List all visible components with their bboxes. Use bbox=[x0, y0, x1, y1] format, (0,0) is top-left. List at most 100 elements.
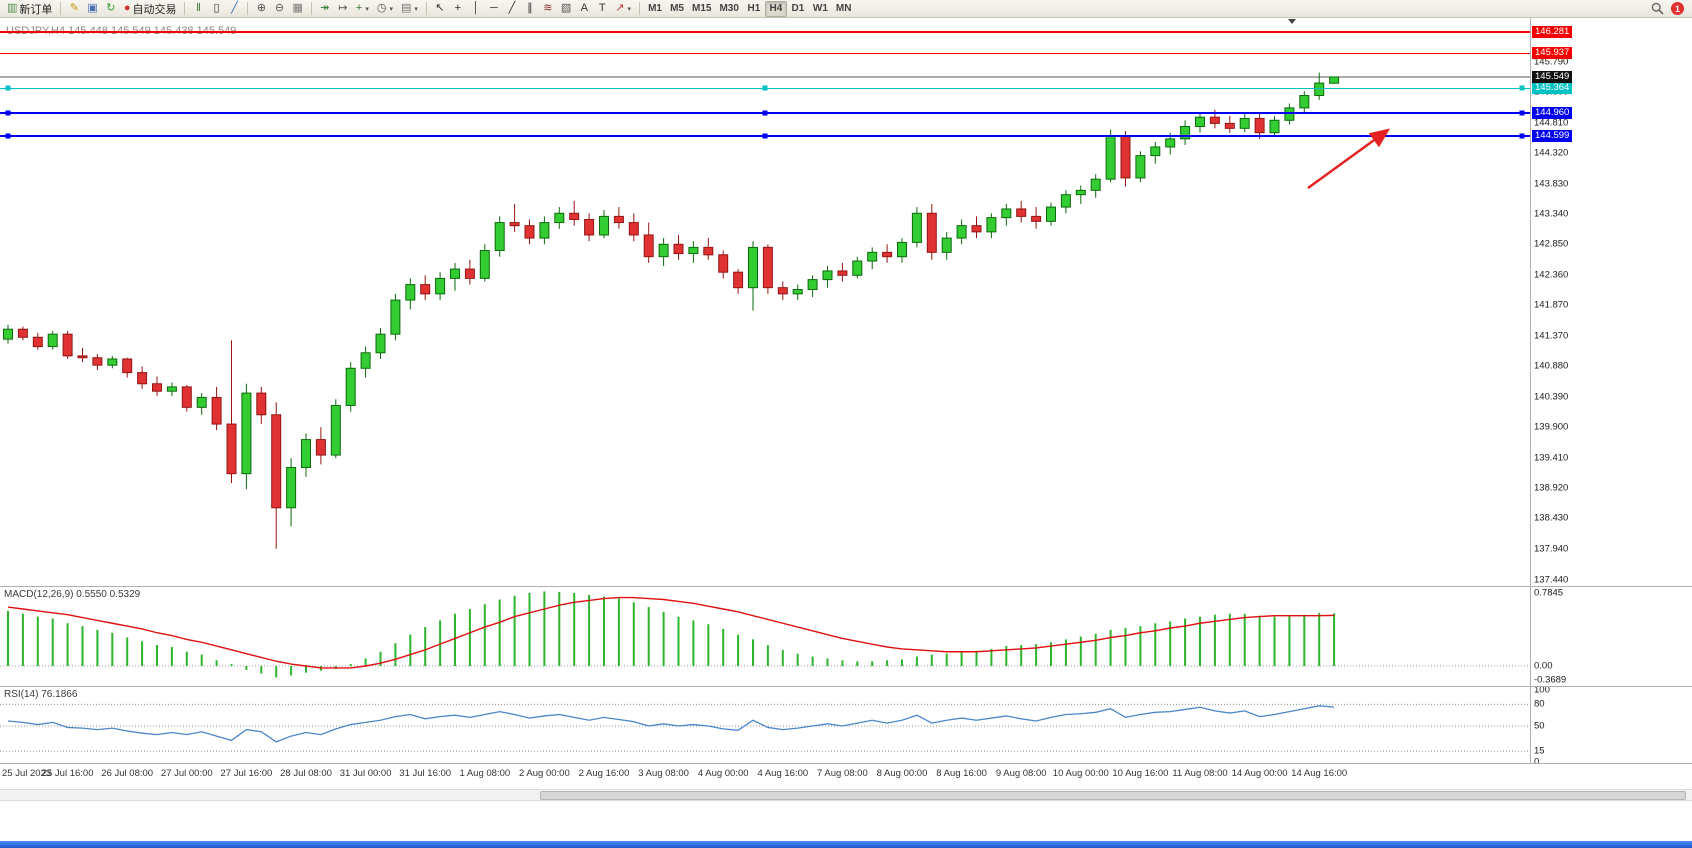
chart-shift-button[interactable]: ↦ bbox=[334, 1, 352, 17]
timeframe-mn-button[interactable]: MN bbox=[835, 3, 852, 14]
candle bbox=[509, 222, 520, 227]
vertical-line-button[interactable]: │ bbox=[467, 1, 485, 17]
resistance-line-145-937-badge: 145.937 bbox=[1532, 46, 1573, 59]
bar-chart-type-button[interactable]: ‖ bbox=[189, 1, 207, 17]
timeframe-m1-button[interactable]: M1 bbox=[648, 3, 662, 14]
candle bbox=[673, 243, 684, 255]
candlestick-type-button[interactable]: ▯ bbox=[207, 1, 225, 17]
text-button[interactable]: A bbox=[575, 1, 593, 17]
line-handle[interactable] bbox=[1519, 133, 1525, 139]
rsi-axis[interactable]: 100 80 50 15 0 bbox=[1530, 684, 1692, 768]
candle bbox=[748, 246, 758, 289]
line-handle[interactable] bbox=[5, 85, 11, 91]
indicators-button[interactable]: + ▾ bbox=[352, 1, 373, 17]
text-label-button[interactable]: T bbox=[593, 1, 611, 17]
current-price-badge: 145.549 bbox=[1532, 70, 1573, 83]
time-axis-label: 26 Jul 08:00 bbox=[101, 768, 154, 779]
line-handle[interactable] bbox=[762, 110, 768, 116]
candle bbox=[1105, 135, 1116, 180]
candle bbox=[718, 254, 729, 273]
timeframe-w1-button[interactable]: W1 bbox=[812, 3, 828, 14]
trendline-button[interactable]: ╱ bbox=[503, 1, 521, 17]
crosshair-button[interactable]: + bbox=[449, 1, 467, 17]
time-axis-label: 31 Jul 00:00 bbox=[339, 768, 392, 779]
resistance-line-146-281[interactable] bbox=[0, 30, 1530, 33]
toolbar-separator bbox=[639, 2, 641, 15]
macd-panel[interactable]: MACD(12,26,9) 0.5550 0.5329 bbox=[0, 587, 1530, 686]
candle bbox=[1254, 117, 1265, 134]
templates-button[interactable]: ▤ ▾ bbox=[397, 1, 422, 17]
line-handle[interactable] bbox=[1519, 85, 1525, 91]
new-order-button[interactable]: ▥ 新订单 bbox=[3, 1, 56, 17]
scrollbar-thumb[interactable] bbox=[540, 791, 1686, 800]
dropdown-caret-icon: ▾ bbox=[365, 5, 369, 13]
line-handle[interactable] bbox=[1519, 110, 1525, 116]
refresh-button[interactable]: ↻ bbox=[102, 1, 120, 17]
candle bbox=[92, 357, 103, 366]
price-axis[interactable]: 145.790145.300144.810144.320143.830143.3… bbox=[1530, 18, 1692, 586]
candle bbox=[464, 268, 475, 279]
macd-panel-separator[interactable] bbox=[0, 586, 1692, 587]
line-handle[interactable] bbox=[5, 133, 11, 139]
auto-scroll-button[interactable]: ↠ bbox=[316, 1, 334, 17]
timeframe-h4-button[interactable]: H4 bbox=[764, 0, 787, 17]
dropdown-caret-icon: ▾ bbox=[389, 5, 393, 13]
horizontal-scrollbar[interactable] bbox=[0, 789, 1692, 801]
vertical-line-icon: │ bbox=[472, 2, 480, 14]
autotrading-button[interactable]: ● 自动交易 bbox=[120, 1, 181, 17]
shapes-icon: ▧ bbox=[560, 2, 572, 14]
crosshair-icon: + bbox=[454, 2, 462, 14]
cursor-button[interactable]: ↖ bbox=[431, 1, 449, 17]
timeframe-m5-button[interactable]: M5 bbox=[670, 3, 684, 14]
channel-button[interactable]: ∥ bbox=[521, 1, 539, 17]
rsi-scale-label: 100 bbox=[1534, 684, 1550, 696]
metaeditor-button[interactable]: ✎ bbox=[65, 1, 83, 17]
timeframe-m30-button[interactable]: M30 bbox=[719, 3, 739, 14]
time-axis-label: 14 Aug 00:00 bbox=[1231, 768, 1288, 779]
market-watch-button[interactable]: ▣ bbox=[83, 1, 101, 17]
horizontal-line-button[interactable]: ─ bbox=[485, 1, 503, 17]
shapes-button[interactable]: ▧ bbox=[557, 1, 575, 17]
rsi-panel-separator[interactable] bbox=[0, 686, 1692, 687]
candle bbox=[1090, 178, 1101, 191]
timeframe-h1-button[interactable]: H1 bbox=[747, 3, 761, 14]
candle bbox=[405, 284, 416, 301]
line-chart-type-button[interactable]: ╱ bbox=[225, 1, 243, 17]
candle bbox=[241, 392, 252, 475]
zoom-out-button[interactable]: ⊖ bbox=[270, 1, 288, 17]
toolbar-right: 1 bbox=[1651, 2, 1689, 15]
time-axis-label: 25 Jul 16:00 bbox=[41, 768, 94, 779]
text-icon: A bbox=[580, 2, 588, 14]
candle bbox=[956, 225, 967, 239]
line-handle[interactable] bbox=[762, 85, 768, 91]
fibonacci-button[interactable]: ≋ bbox=[539, 1, 557, 17]
candle bbox=[777, 287, 788, 295]
timeframe-m15-button[interactable]: M15 bbox=[692, 3, 712, 14]
macd-axis[interactable]: 0.7845 0.00 -0.3689 bbox=[1530, 587, 1692, 686]
candle bbox=[211, 396, 222, 425]
candle bbox=[628, 222, 639, 236]
candle bbox=[122, 358, 133, 374]
search-icon[interactable] bbox=[1651, 2, 1664, 15]
candle bbox=[301, 439, 311, 468]
candle bbox=[77, 355, 88, 359]
price-axis-label: 137.440 bbox=[1534, 574, 1569, 586]
zoom-in-button[interactable]: ⊕ bbox=[252, 1, 270, 17]
zoom-in-icon: ⊕ bbox=[256, 2, 267, 14]
arrow-tools-button[interactable]: ↗ ▾ bbox=[611, 1, 635, 17]
tile-windows-button[interactable]: ▦ bbox=[288, 1, 306, 17]
chart-shift-marker[interactable] bbox=[1288, 19, 1296, 24]
rsi-panel[interactable]: RSI(14) 76.1866 bbox=[0, 687, 1530, 763]
candle bbox=[226, 423, 237, 475]
rsi-label: RSI(14) 76.1866 bbox=[4, 689, 78, 700]
candle bbox=[1239, 117, 1250, 129]
periods-button[interactable]: ◷ ▾ bbox=[373, 1, 397, 17]
timeframe-d1-button[interactable]: D1 bbox=[791, 3, 805, 14]
line-handle[interactable] bbox=[762, 133, 768, 139]
chart-plot[interactable]: USDJPY,H4 145.448 145.549 145.438 145.54… bbox=[0, 18, 1530, 586]
line-handle[interactable] bbox=[5, 110, 11, 116]
resistance-line-145-937[interactable] bbox=[0, 52, 1530, 54]
time-axis[interactable]: 25 Jul 2023 25 Jul 16:00 26 Jul 08:00 27 Ju… bbox=[0, 763, 1692, 786]
notification-badge[interactable]: 1 bbox=[1671, 2, 1684, 15]
macd-chart bbox=[0, 591, 1530, 678]
